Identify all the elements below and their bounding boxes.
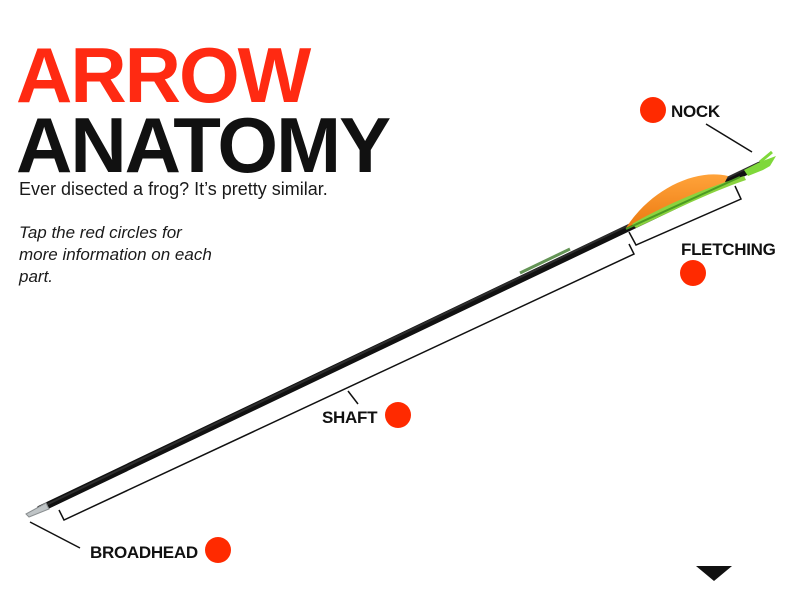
broadhead-leader-line xyxy=(29,521,81,549)
arrow-fletching xyxy=(625,174,746,230)
fletching-hotspot-red-circle-icon[interactable] xyxy=(680,260,706,286)
shaft-hotspot-red-circle-icon[interactable] xyxy=(385,402,411,428)
broadhead-hotspot-red-circle-icon[interactable] xyxy=(205,537,231,563)
instructions: Tap the red circles for more information… xyxy=(19,223,212,286)
nock-leader-line xyxy=(705,123,753,153)
shaft-bracket xyxy=(58,243,636,521)
subtitle: Ever disected a frog? It’s pretty simila… xyxy=(19,179,328,199)
nock-hotspot-red-circle-icon[interactable] xyxy=(640,97,666,123)
title-anatomy: ANATOMY xyxy=(16,101,391,189)
arrow-nock xyxy=(744,150,776,176)
title-arrow: ARROW xyxy=(16,31,311,119)
arrow-broadhead xyxy=(25,502,50,518)
nock-label: NOCK xyxy=(671,102,721,121)
fletching-label: FLETCHING xyxy=(681,240,776,259)
broadhead-label: BROADHEAD xyxy=(90,543,198,562)
shaft-label: SHAFT xyxy=(322,408,378,427)
down-triangle-icon[interactable] xyxy=(696,566,732,581)
fletching-bracket xyxy=(628,185,743,246)
shaft-leader-line xyxy=(347,390,359,405)
